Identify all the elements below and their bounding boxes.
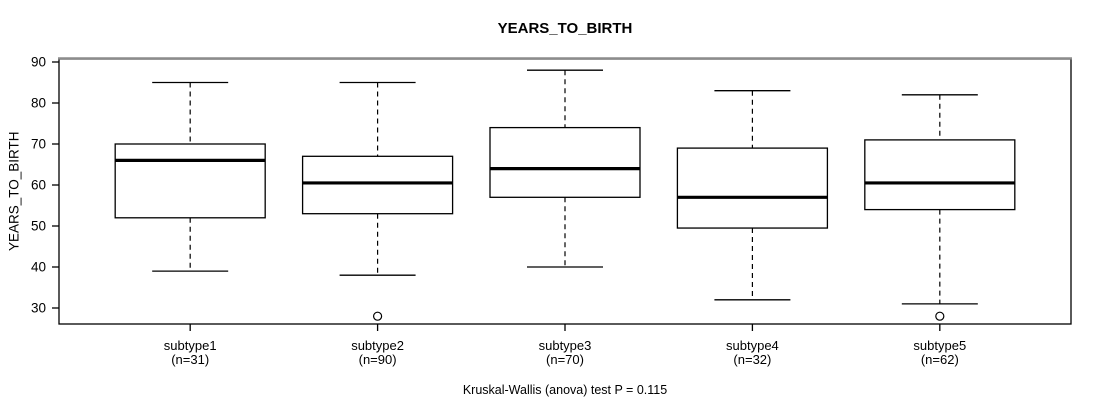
y-tick: 60 — [31, 178, 59, 193]
category-label: subtype1 — [164, 338, 217, 353]
y-tick: 40 — [31, 260, 59, 275]
y-tick-label: 70 — [31, 137, 46, 152]
box-subtype2 — [301, 81, 454, 321]
box-subtype4 — [676, 90, 829, 301]
box-subtype1 — [114, 81, 266, 272]
y-tick-label: 40 — [31, 260, 46, 275]
category-sublabel: (n=32) — [733, 352, 771, 367]
category-sublabel: (n=31) — [171, 352, 209, 367]
iqr-box — [114, 143, 266, 219]
category-sublabel: (n=90) — [359, 352, 397, 367]
stats-annotation: Kruskal-Wallis (anova) test P = 0.115 — [462, 383, 668, 397]
chart-title: YEARS_TO_BIRTH — [497, 20, 633, 37]
y-tick-label: 90 — [31, 55, 46, 70]
y-tick: 90 — [31, 55, 59, 70]
y-tick: 50 — [31, 219, 59, 234]
category-label: subtype5 — [913, 338, 966, 353]
iqr-box — [489, 126, 641, 198]
x-tick: subtype1(n=31) — [164, 324, 217, 367]
outlier-point — [935, 311, 945, 321]
y-tick-label: 50 — [31, 219, 46, 234]
iqr-box — [676, 147, 829, 229]
x-tick: subtype4(n=32) — [726, 324, 779, 367]
y-tick: 80 — [31, 96, 59, 111]
iqr-box — [301, 155, 454, 215]
x-tick: subtype2(n=90) — [351, 324, 404, 367]
y-tick: 30 — [31, 301, 59, 316]
category-label: subtype3 — [539, 338, 592, 353]
y-tick-label: 80 — [31, 96, 46, 111]
y-tick-label: 30 — [31, 301, 46, 316]
box-subtype5 — [864, 94, 1016, 321]
category-sublabel: (n=62) — [921, 352, 959, 367]
category-label: subtype2 — [351, 338, 404, 353]
x-tick: subtype5(n=62) — [913, 324, 966, 367]
category-sublabel: (n=70) — [546, 352, 584, 367]
iqr-box — [864, 139, 1016, 211]
category-label: subtype4 — [726, 338, 779, 353]
x-tick: subtype3(n=70) — [539, 324, 592, 367]
y-tick-label: 60 — [31, 178, 46, 193]
box-subtype3 — [489, 69, 641, 268]
outlier-point — [372, 311, 383, 321]
y-tick: 70 — [31, 137, 59, 152]
